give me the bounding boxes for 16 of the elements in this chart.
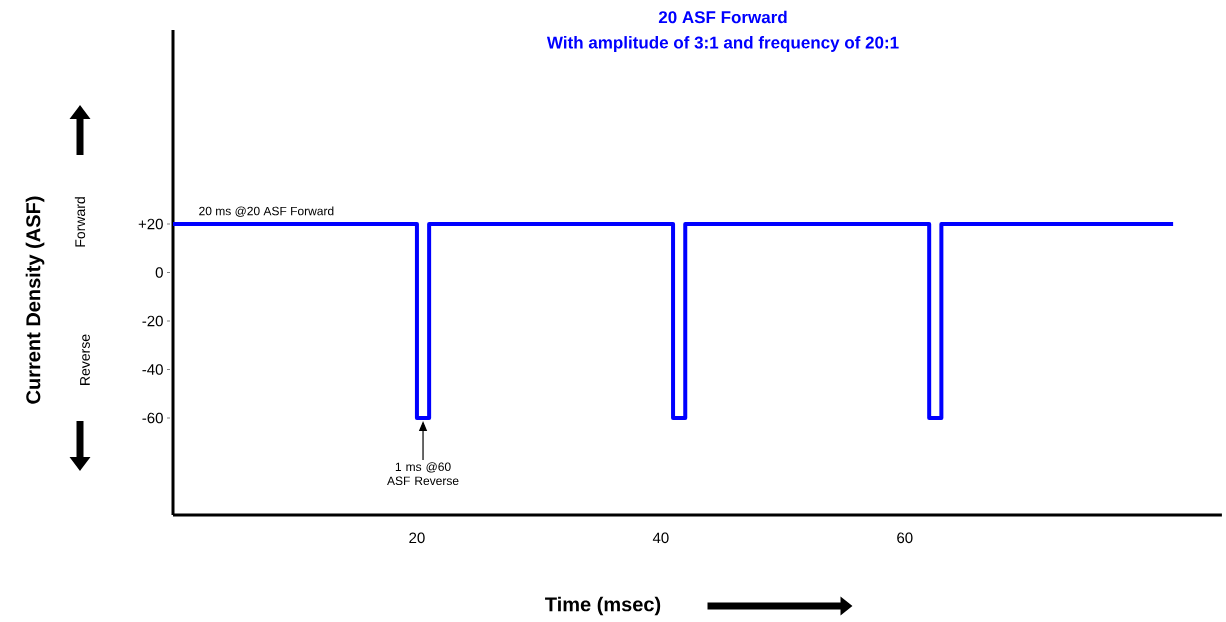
x-axis-title: Time (msec) — [545, 596, 661, 616]
chart-subtitle: With amplitude of 3:1 and frequency of 20:1 — [546, 36, 899, 52]
text: Forward — [74, 197, 86, 247]
x-tick-label: 40 — [652, 532, 669, 544]
y-tick-label: 0 — [155, 267, 163, 278]
y-tick-label: -20 — [142, 315, 163, 327]
chart-title: 20 ASF Forward — [658, 10, 787, 24]
x-tick-label: 20 — [409, 532, 425, 544]
annotation: 1 ms @60 ASF Reverse — [387, 462, 459, 486]
y-tick-label: -60 — [142, 412, 163, 424]
y-tick-label: +20 — [138, 218, 163, 230]
x-tick-label: 60 — [897, 532, 913, 544]
y-axis-title: Current Density (ASF) — [25, 196, 45, 404]
annotation: 20 ms @20 ASF Forward — [199, 206, 334, 217]
text: Reverse — [80, 334, 90, 385]
y-tick-label: -40 — [142, 364, 163, 375]
